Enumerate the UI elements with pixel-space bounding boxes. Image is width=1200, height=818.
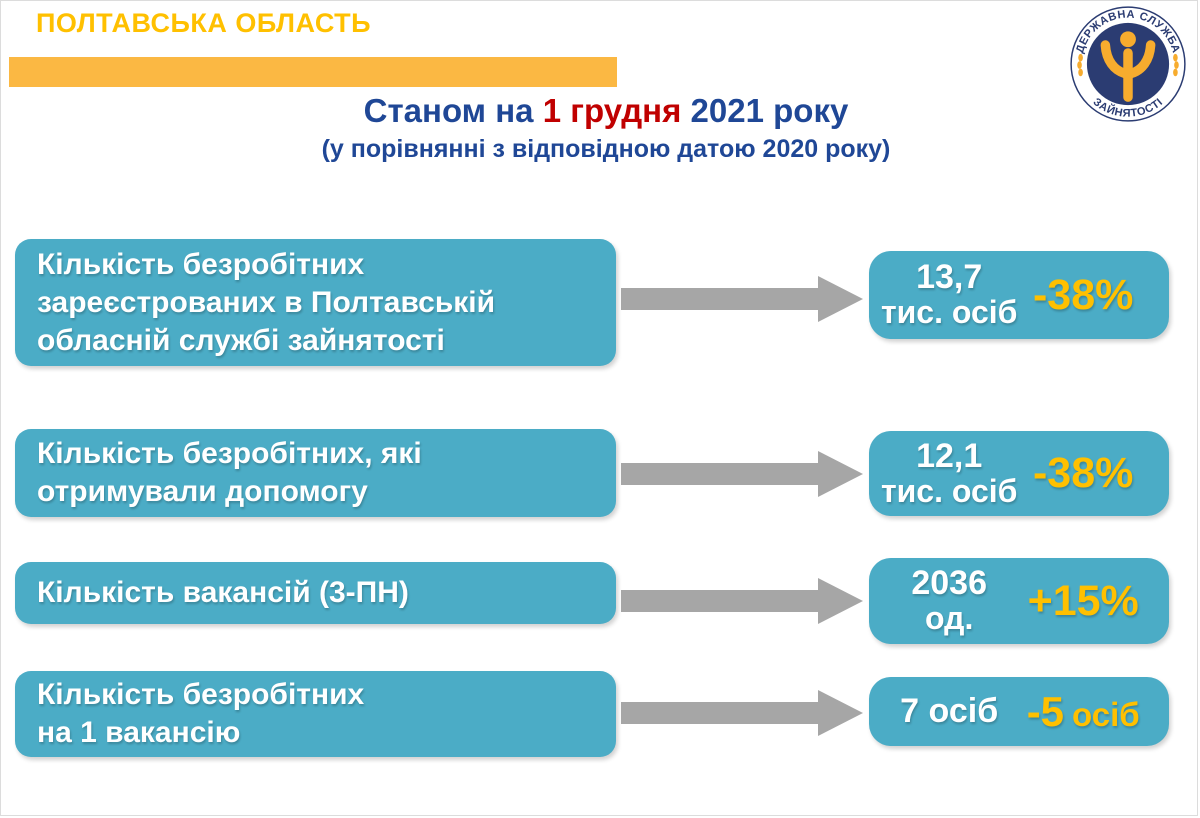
value-unit: тис. осіб [880, 294, 1018, 331]
stat-value: 12,1 тис. осіб [879, 436, 1019, 509]
stat-label-line: зареєстрованих в Полтавській [37, 285, 496, 319]
value-number: 2036 [911, 564, 987, 603]
value-unit: тис. осіб [880, 472, 1018, 509]
change-badge: +15% [1019, 577, 1147, 626]
page-title: Станом на 1 грудня 2021 року [151, 91, 1061, 131]
change-number: -38% [1032, 270, 1134, 319]
title-prefix: Станом на [363, 92, 543, 129]
right-arrow-icon [621, 690, 863, 736]
stat-value-box: 13,7 тис. осіб -38% [869, 251, 1169, 339]
stat-label-box: Кількість безробітних, які отримували до… [15, 429, 616, 517]
right-arrow-icon [621, 578, 863, 624]
title-date: 1 грудня [542, 92, 682, 129]
value-number: 12,1 [916, 436, 983, 475]
stat-label-box: Кількість безробітних зареєстрованих в П… [15, 239, 616, 366]
stat-label-line: отримували допомогу [37, 475, 368, 508]
stat-label-box: Кількість безробітних на 1 вакансію [15, 671, 616, 757]
value-number: 7 осіб [900, 691, 999, 730]
page-subtitle: (у порівнянні з відповідною датою 2020 р… [321, 135, 891, 163]
employment-service-logo-icon: ДЕРЖАВНА СЛУЖБА ЗАЙНЯТОСТІ [1070, 6, 1186, 122]
person-figure-icon [1100, 31, 1156, 102]
change-badge: -5 осіб [1019, 688, 1147, 736]
stat-label-box: Кількість вакансій (3-ПН) [15, 562, 616, 624]
change-number: +15% [1027, 576, 1139, 625]
header-accent-bar [9, 57, 617, 87]
stat-value: 7 осіб [879, 691, 1019, 730]
change-badge: -38% [1019, 271, 1147, 320]
stat-label-line: Кількість безробітних, які [37, 437, 422, 470]
title-block: Станом на 1 грудня 2021 року (у порівнян… [151, 91, 1061, 164]
wheat-left-icon [1077, 53, 1083, 77]
region-title: ПОЛТАВСЬКА ОБЛАСТЬ [36, 8, 372, 38]
stat-label-line: Кількість безробітних [37, 678, 365, 711]
stat-value: 2036 од. [879, 566, 1019, 635]
stat-value: 13,7 тис. осіб [879, 260, 1019, 329]
value-unit: од. [925, 600, 974, 637]
stat-value-box: 7 осіб -5 осіб [869, 677, 1169, 746]
stat-label-line: обласній службі зайнятості [37, 323, 445, 357]
change-number: -5 [1026, 687, 1065, 735]
change-badge: -38% [1019, 449, 1147, 498]
stat-label-line: Кількість безробітних [37, 247, 365, 281]
stat-value-box: 2036 од. +15% [869, 558, 1169, 644]
stat-label-line: Кількість вакансій (3-ПН) [37, 576, 409, 609]
value-number: 13,7 [916, 258, 983, 297]
stat-value-box: 12,1 тис. осіб -38% [869, 431, 1169, 516]
change-unit: осіб [1072, 695, 1140, 733]
title-suffix: 2021 року [681, 92, 849, 129]
right-arrow-icon [621, 451, 863, 497]
stat-label-line: на 1 вакансію [37, 716, 241, 749]
change-number: -38% [1032, 449, 1134, 497]
right-arrow-icon [621, 276, 863, 322]
wheat-right-icon [1173, 53, 1179, 77]
